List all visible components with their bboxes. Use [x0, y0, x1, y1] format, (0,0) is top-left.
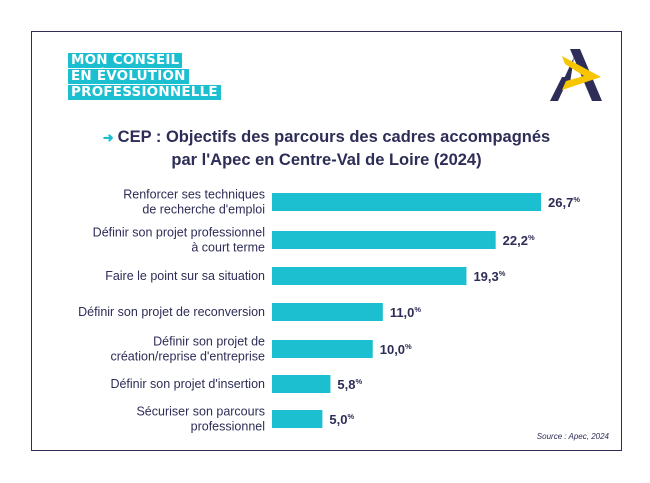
badge-line-2: EN ÉVOLUTION	[68, 69, 189, 84]
bar-6	[272, 375, 331, 393]
bar-2	[272, 231, 496, 249]
bar-7	[272, 410, 323, 428]
value-label-6: 5,8%	[337, 377, 362, 392]
value-label-1: 26,7%	[548, 195, 580, 210]
category-label-2: Définir son projet professionnel à court …	[93, 226, 265, 255]
badge-line-3: PROFESSIONNELLE	[68, 85, 221, 100]
chart-title-line-2: par l'Apec en Centre-Val de Loire (2024)	[171, 151, 482, 169]
badge-line-1: MON CONSEIL	[68, 53, 183, 68]
category-label-3: Faire le point sur sa situation	[105, 269, 265, 283]
source-note: Source : Apec, 2024	[536, 432, 609, 441]
arrow-right-icon: ➜	[102, 130, 114, 145]
chart-title: ➜ CEP : Objectifs des parcours des cadres…	[50, 126, 603, 171]
value-label-2: 22,2%	[503, 233, 535, 248]
chart-card: MON CONSEIL EN ÉVOLUTION PROFESSIONNELLE…	[31, 31, 622, 451]
value-label-5: 10,0%	[380, 342, 412, 357]
apec-logo-icon	[550, 49, 602, 101]
value-label-3: 19,3%	[473, 269, 505, 284]
bar-5	[272, 340, 373, 358]
value-label-4: 11,0%	[390, 305, 422, 320]
category-label-1: Renforcer ses techniques de recherche d'e…	[123, 188, 265, 217]
bar-4	[272, 303, 383, 321]
bar-chart: Renforcer ses techniques de recherche d'e…	[78, 188, 580, 434]
category-label-4: Définir son projet de reconversion	[78, 305, 265, 319]
bar-1	[272, 193, 541, 211]
category-label-7: Sécuriser son parcours professionnel	[136, 405, 265, 434]
category-label-5: Définir son projet de création/reprise d'…	[110, 335, 265, 364]
bar-3	[272, 267, 467, 285]
value-label-7: 5,0%	[329, 412, 354, 427]
category-label-6: Définir son projet d'insertion	[110, 377, 265, 391]
chart-title-line-1: ➜ CEP : Objectifs des parcours des cadres…	[102, 128, 551, 146]
cep-badge: MON CONSEIL EN ÉVOLUTION PROFESSIONNELLE	[68, 53, 221, 101]
